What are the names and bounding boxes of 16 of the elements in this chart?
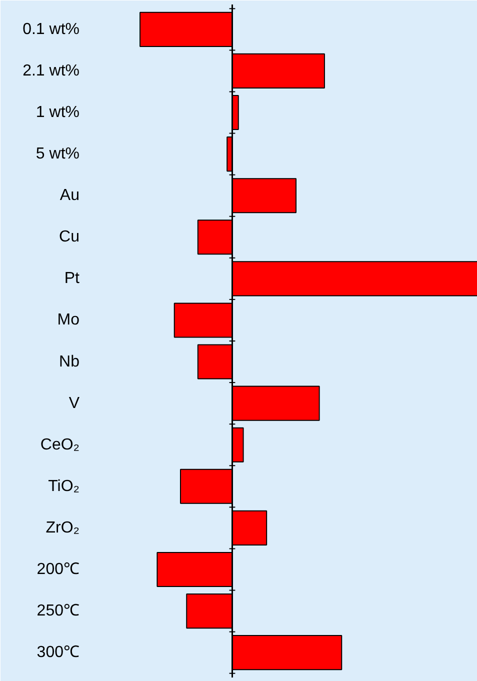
y-tick-label: ZrO₂ — [46, 519, 80, 536]
y-tick-label: Cu — [59, 228, 80, 246]
y-tick-label: Mo — [57, 312, 80, 329]
y-tick-label: 1 wt% — [36, 104, 80, 122]
y-tick-label: Au — [60, 187, 80, 204]
y-tick-label: 200℃ — [36, 560, 80, 578]
y-tick-label: TiO₂ — [48, 478, 80, 495]
y-tick-label: 250℃ — [36, 602, 80, 620]
y-tick-label: 300℃ — [36, 644, 80, 662]
y-tick-label: 0.1 wt% — [22, 20, 80, 38]
y-tick-label: Nb — [59, 353, 80, 370]
y-tick-label: 2.1 wt% — [22, 62, 80, 80]
y-tick-label: 5 wt% — [36, 146, 80, 163]
y-tick-label: V — [68, 394, 80, 412]
y-tick-label: CeO₂ — [40, 436, 80, 454]
y-tick-label: Pt — [64, 270, 80, 288]
